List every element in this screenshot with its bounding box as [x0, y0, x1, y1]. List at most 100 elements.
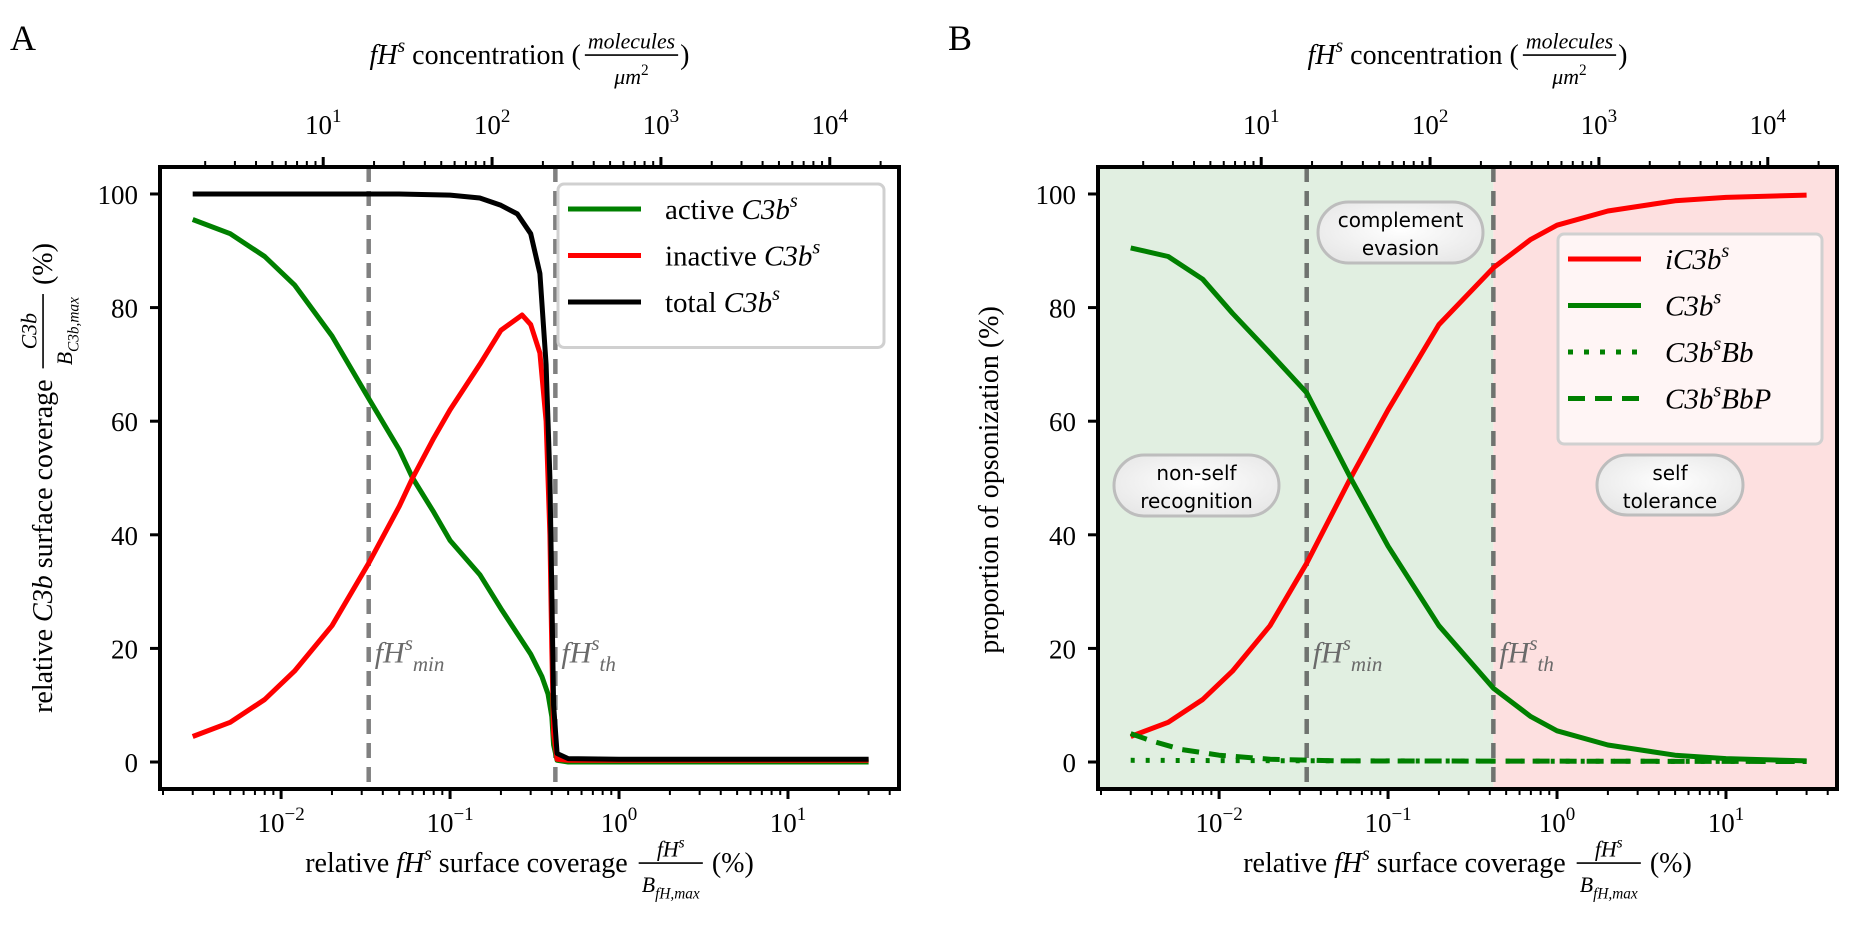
threshold-label-part: s: [591, 631, 599, 655]
y-axis-label-text-part: proportion of opsonization (%): [974, 306, 1005, 654]
tick-base: 10: [812, 110, 839, 140]
y-tick-label: 0: [1063, 748, 1077, 778]
tick-exponent: 0: [1566, 804, 1576, 825]
legend-label-part: C3b: [1665, 337, 1713, 369]
top-x-axis-label-numerator: molecules: [1526, 30, 1613, 54]
legend-box: [1556, 232, 1824, 446]
tick-exponent: 0: [628, 804, 638, 825]
y-axis-label-numerator-part: C3b: [18, 313, 42, 349]
x-tick-label: 101: [1708, 804, 1745, 838]
threshold-label-part: fH: [375, 637, 407, 670]
y-tick-label: 40: [1049, 521, 1076, 551]
tick-exponent: 4: [1777, 106, 1787, 127]
y-axis-label: proportion of opsonization (%): [974, 306, 1005, 654]
series-line: [1129, 192, 1807, 739]
y-axis-label-text-part: relative: [28, 622, 59, 713]
y-tick-label: 0: [125, 748, 139, 778]
legend-label-part: C3b: [764, 241, 812, 273]
series-line: [1130, 757, 1807, 764]
legend-box: [556, 182, 886, 349]
y-axis-label-text: relative C3b surface coverage: [28, 372, 59, 713]
tick-base: 10: [1581, 110, 1608, 140]
y-tick-label: 60: [1049, 407, 1076, 437]
tick-exponent: 2: [1439, 106, 1449, 127]
x-tick-label: 10−2: [1195, 804, 1242, 838]
y-axis-label-wrap: relative C3b surface coverage C3b BC3b,ma…: [18, 243, 83, 713]
panel-label: A: [10, 18, 36, 58]
threshold-label-part: th: [1538, 652, 1554, 676]
top-x-axis-label-fraction: molecules μm2: [1522, 30, 1617, 89]
legend-label-part: active: [665, 194, 741, 226]
top-x-axis-label-text-part: fH: [370, 40, 400, 71]
tick-exponent: 4: [839, 106, 849, 127]
x-axis-label-text-part: s: [1362, 844, 1370, 865]
top-x-axis-label: fHs concentration (molecules μm2): [1308, 30, 1628, 90]
legend-label: C3bsBb: [1665, 333, 1753, 369]
top-x-axis-label-text-part: s: [1336, 36, 1344, 57]
tick-base: 10: [257, 808, 284, 838]
axes-frame: [1096, 165, 1839, 791]
region-label-text: non-self: [1156, 461, 1237, 485]
y-axis-label-text: proportion of opsonization (%): [974, 306, 1005, 654]
region-label: non-self recognition: [1112, 453, 1281, 518]
top-x-axis-label-text-part: s: [398, 36, 406, 57]
y-axis-label-denominator-part: B: [53, 352, 77, 365]
legend-label-part: BbP: [1721, 384, 1771, 416]
x-axis-label-text-part: fH: [1334, 848, 1364, 879]
top-x-axis-label-suffix-part: ): [680, 40, 689, 71]
threshold-label-part: s: [1343, 631, 1351, 655]
threshold-label-part: fH: [1313, 637, 1345, 670]
legend-label-part: C3b: [741, 194, 789, 226]
region-label-text: complement: [1338, 208, 1464, 232]
y-tick-label: 100: [1036, 180, 1077, 210]
region-label-bubble: [1595, 453, 1745, 517]
region-label: complement evasion: [1316, 200, 1485, 265]
tick-base: 10: [474, 110, 501, 140]
top-x-axis-label-text: fHs concentration (: [370, 36, 581, 71]
top-x-axis-label-numerator-part: molecules: [1526, 30, 1613, 54]
tick-exponent: 1: [332, 106, 342, 127]
x-tick-label: 10−2: [257, 804, 304, 838]
top-x-axis-label-numerator-part: molecules: [588, 30, 675, 54]
tick-base: 10: [1708, 808, 1735, 838]
top-x-axis-label-denominator: μm2: [613, 62, 648, 89]
tick-base: 10: [1243, 110, 1270, 140]
top-x-axis-label-denominator-part: μm: [1551, 65, 1579, 89]
x-axis-label-text-part: surface coverage: [1370, 848, 1573, 879]
legend-label-part: s: [1721, 240, 1729, 262]
y-tick-label: 100: [98, 180, 139, 210]
legend-label-part: iC3b: [1665, 244, 1721, 276]
tick-base: 10: [601, 808, 628, 838]
x-axis-label-suffix-part: (%): [1643, 848, 1692, 879]
x-axis-label-text: relative fHs surface coverage: [305, 844, 634, 879]
threshold-label-part: th: [600, 652, 616, 676]
top-x-axis-label-text: fHs concentration (: [1308, 36, 1519, 71]
top-x-tick-label: 102: [1412, 106, 1449, 140]
tick-base: 10: [1195, 808, 1222, 838]
legend-label-part: total: [665, 287, 724, 319]
tick-base: 10: [643, 110, 670, 140]
top-x-tick-label: 104: [812, 106, 849, 140]
x-axis-label: relative fHs surface coverage fHsBfH,max…: [305, 834, 754, 902]
y-tick-label: 80: [1049, 294, 1076, 324]
top-x-tick-label: 104: [1750, 106, 1787, 140]
threshold-label: fHsmin: [1313, 631, 1383, 676]
x-axis-label: relative fHs surface coverage fHsBfH,max…: [1243, 834, 1692, 902]
top-x-axis-label-numerator: molecules: [588, 30, 675, 54]
top-x-tick-label: 102: [474, 106, 510, 140]
top-x-tick-label: 101: [305, 106, 342, 140]
tick-exponent: 1: [1270, 106, 1280, 127]
threshold-label-part: s: [405, 631, 413, 655]
y-tick-label: 80: [111, 294, 138, 324]
tick-exponent: −2: [284, 804, 304, 825]
x-axis-label-numerator: fHs: [657, 834, 685, 861]
region-label-text: tolerance: [1623, 489, 1717, 513]
x-axis-label-denominator: BfH,max: [1580, 873, 1638, 902]
top-x-axis-label-denominator-part: μm: [613, 65, 641, 89]
series-line: [1129, 731, 1807, 764]
legend-label: C3bsBbP: [1665, 379, 1771, 415]
